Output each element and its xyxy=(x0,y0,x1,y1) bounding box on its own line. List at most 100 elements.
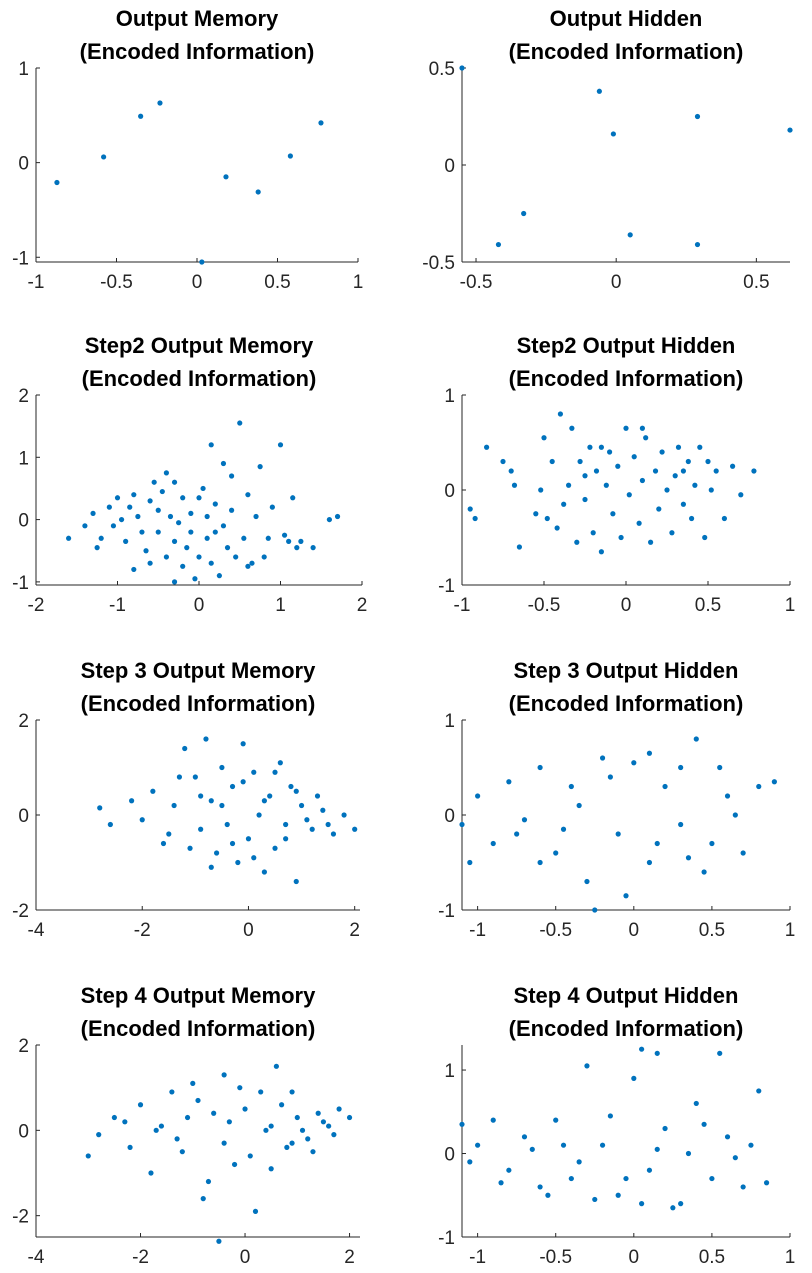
data-point xyxy=(287,153,293,159)
data-point xyxy=(346,1114,353,1121)
data-point xyxy=(157,100,163,106)
data-point xyxy=(315,1110,321,1116)
data-point xyxy=(221,1072,227,1078)
data-point xyxy=(738,492,744,498)
data-point xyxy=(224,821,230,828)
data-point xyxy=(131,492,137,498)
data-point xyxy=(199,259,205,265)
data-point xyxy=(293,878,299,885)
data-point xyxy=(598,549,605,555)
data-point xyxy=(247,1153,253,1159)
chart-title-line: Output Memory xyxy=(115,6,279,31)
data-point xyxy=(82,523,88,529)
data-point xyxy=(646,750,653,756)
data-point xyxy=(672,473,678,479)
data-point xyxy=(293,788,299,794)
data-point xyxy=(176,774,183,780)
data-point xyxy=(721,515,728,522)
chart-title-line: Step2 Output Hidden xyxy=(516,333,736,358)
data-point xyxy=(490,1117,496,1123)
y-tick-label: -1 xyxy=(438,576,455,597)
data-point xyxy=(96,1132,102,1138)
data-point xyxy=(724,793,731,799)
data-point xyxy=(537,1184,543,1190)
y-tick-label: 0 xyxy=(444,481,455,502)
data-point xyxy=(273,1063,279,1069)
data-point xyxy=(490,840,496,847)
x-tick-label: 0 xyxy=(621,595,632,616)
data-point xyxy=(151,479,157,485)
data-point xyxy=(220,523,227,529)
y-tick-label: -2 xyxy=(12,1207,29,1228)
data-point xyxy=(240,779,246,785)
data-point xyxy=(101,154,107,160)
data-point xyxy=(233,554,239,560)
x-tick-label: -1 xyxy=(454,595,471,616)
data-point xyxy=(748,1142,754,1148)
data-point xyxy=(475,1142,481,1148)
data-point xyxy=(179,1149,185,1155)
data-point xyxy=(569,425,575,431)
data-point xyxy=(730,463,736,469)
data-point xyxy=(261,798,267,804)
y-tick-label: -0.5 xyxy=(422,253,455,274)
data-point xyxy=(198,826,204,832)
data-point xyxy=(255,189,261,195)
data-point xyxy=(568,1175,574,1182)
data-point xyxy=(158,1123,165,1129)
data-point xyxy=(544,515,550,522)
data-point xyxy=(200,485,206,492)
data-point xyxy=(598,444,605,450)
data-point xyxy=(176,520,182,526)
data-point xyxy=(245,836,252,842)
data-point xyxy=(261,554,267,560)
data-point xyxy=(656,506,662,512)
data-point xyxy=(241,535,247,541)
data-point xyxy=(771,779,777,785)
data-point xyxy=(272,845,278,851)
data-point xyxy=(184,545,190,551)
data-point xyxy=(756,783,762,790)
data-point xyxy=(97,805,103,811)
chart-title-line: (Encoded Information) xyxy=(508,1016,744,1041)
data-point xyxy=(155,507,161,513)
data-point xyxy=(219,802,225,809)
data-point xyxy=(643,435,649,441)
x-tick-label: -1 xyxy=(469,1247,486,1268)
data-point xyxy=(689,515,695,522)
data-point xyxy=(705,458,711,465)
chart-title: Step2 Output Hidden (Encoded Information) xyxy=(422,329,812,395)
data-point xyxy=(135,513,141,520)
data-point xyxy=(258,1089,264,1095)
data-point xyxy=(143,548,149,554)
data-point xyxy=(732,812,738,818)
data-point xyxy=(226,1119,232,1125)
data-point xyxy=(326,1123,332,1129)
data-point xyxy=(196,495,202,501)
data-point xyxy=(171,579,178,585)
data-point xyxy=(192,774,198,780)
data-point xyxy=(127,1144,133,1150)
data-point xyxy=(631,760,637,766)
y-tick-label: -1 xyxy=(12,248,29,269)
data-point xyxy=(235,859,241,866)
chart-title: Step 4 Output Hidden (Encoded Information… xyxy=(422,979,812,1045)
data-point xyxy=(167,513,174,520)
data-point xyxy=(593,468,600,474)
data-point xyxy=(268,1166,274,1172)
data-point xyxy=(678,821,684,828)
data-point xyxy=(639,1046,645,1052)
data-point xyxy=(537,764,543,771)
x-tick-label: -2 xyxy=(134,920,151,941)
x-tick-label: 1 xyxy=(785,1247,796,1268)
data-point xyxy=(85,1153,91,1159)
data-point xyxy=(203,736,209,742)
data-point xyxy=(756,1088,762,1094)
data-point xyxy=(249,560,255,566)
x-tick-label: 0 xyxy=(629,1247,640,1268)
x-tick-label: 0 xyxy=(243,920,254,941)
y-tick-label: 0 xyxy=(18,511,29,532)
data-point xyxy=(216,573,222,579)
x-tick-label: 0.5 xyxy=(699,1247,725,1268)
x-tick-label: -0.5 xyxy=(539,920,572,941)
